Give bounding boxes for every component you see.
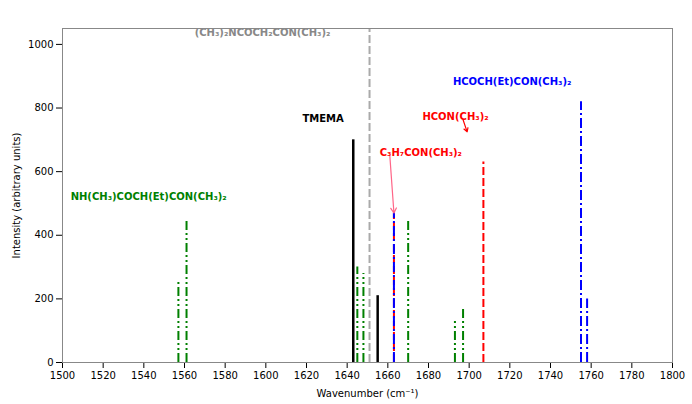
svg-text:Intensity (arbitrary units): Intensity (arbitrary units) xyxy=(11,132,22,258)
svg-text:HCOCH(Et)CON(CH₃)₂: HCOCH(Et)CON(CH₃)₂ xyxy=(453,76,572,87)
svg-text:1560: 1560 xyxy=(172,370,197,381)
svg-text:1520: 1520 xyxy=(90,370,115,381)
svg-text:1620: 1620 xyxy=(294,370,319,381)
svg-text:(CH₃)₂NCOCH₂CON(CH₃)₂: (CH₃)₂NCOCH₂CON(CH₃)₂ xyxy=(195,27,331,38)
svg-text:1800: 1800 xyxy=(660,370,685,381)
svg-text:0: 0 xyxy=(47,357,53,368)
svg-text:1680: 1680 xyxy=(416,370,441,381)
svg-text:1720: 1720 xyxy=(497,370,522,381)
svg-text:1580: 1580 xyxy=(212,370,237,381)
svg-text:1640: 1640 xyxy=(334,370,359,381)
svg-text:TMEMA: TMEMA xyxy=(302,113,344,124)
svg-text:1760: 1760 xyxy=(578,370,603,381)
svg-text:C₃H₇CON(CH₃)₂: C₃H₇CON(CH₃)₂ xyxy=(380,147,462,158)
svg-text:NH(CH₃)COCH(Et)CON(CH₃)₂: NH(CH₃)COCH(Et)CON(CH₃)₂ xyxy=(71,191,227,202)
svg-text:1540: 1540 xyxy=(131,370,156,381)
svg-text:600: 600 xyxy=(34,166,53,177)
svg-text:1740: 1740 xyxy=(538,370,563,381)
svg-text:1660: 1660 xyxy=(375,370,400,381)
svg-text:1700: 1700 xyxy=(456,370,481,381)
svg-text:800: 800 xyxy=(34,102,53,113)
svg-text:200: 200 xyxy=(34,293,53,304)
svg-text:1000: 1000 xyxy=(28,39,53,50)
svg-text:1780: 1780 xyxy=(619,370,644,381)
svg-text:1600: 1600 xyxy=(253,370,278,381)
svg-text:1500: 1500 xyxy=(50,370,75,381)
svg-text:Wavenumber (cm⁻¹): Wavenumber (cm⁻¹) xyxy=(317,388,419,399)
svg-text:HCON(CH₃)₂: HCON(CH₃)₂ xyxy=(422,111,488,122)
svg-text:400: 400 xyxy=(34,229,53,240)
